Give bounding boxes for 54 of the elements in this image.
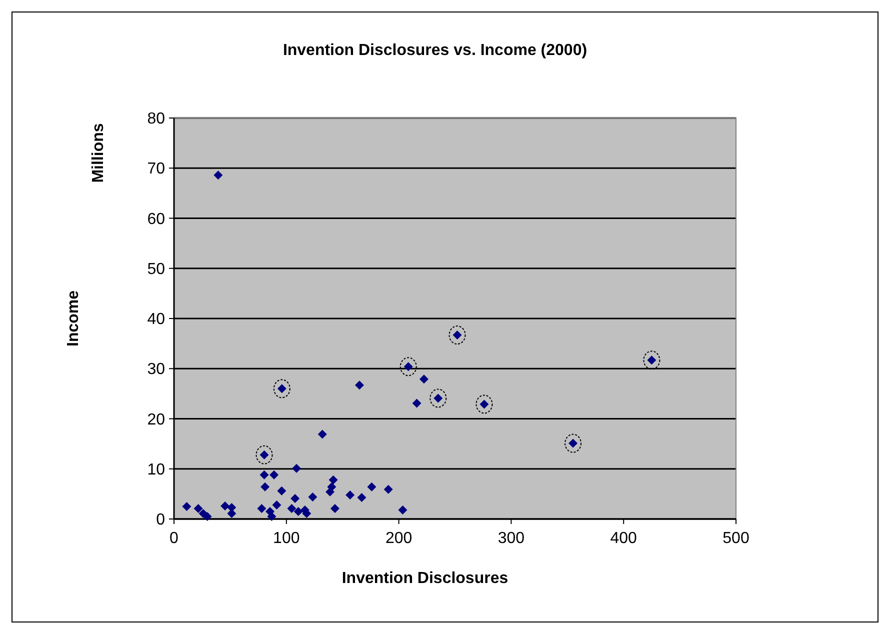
point (214, 170, 223, 180)
y-tick-label: 80 (147, 110, 166, 128)
point (220, 501, 230, 510)
point (272, 500, 282, 510)
y-tick-label: 50 (147, 260, 166, 278)
point (398, 505, 408, 514)
point (273, 379, 290, 398)
point (346, 490, 355, 500)
y-tick-label: 0 (156, 512, 166, 529)
point (182, 502, 192, 511)
chart-title: Invention Disclosures vs. Income (2000) (282, 42, 588, 59)
point (194, 504, 203, 513)
y-tick-label: 70 (147, 160, 166, 178)
x-tick-label: 500 (722, 530, 750, 547)
point (287, 504, 296, 513)
x-tick-label: 0 (170, 530, 179, 547)
y-axis-title: Income (65, 290, 82, 347)
point (290, 494, 300, 503)
point (430, 388, 447, 408)
y-tick-label: 40 (147, 311, 166, 328)
x-axis-title: Invention Disclosures (342, 570, 508, 587)
point (412, 398, 422, 408)
point (260, 482, 270, 492)
point (294, 506, 303, 516)
point (277, 486, 286, 496)
point (476, 394, 493, 414)
point (357, 492, 366, 502)
point (308, 492, 318, 502)
point (257, 504, 266, 513)
text: Millions (90, 123, 107, 183)
point (354, 380, 364, 390)
x-tick-label: 400 (610, 530, 638, 547)
point (384, 484, 393, 494)
point (270, 470, 279, 480)
point (328, 475, 338, 484)
point (330, 504, 340, 513)
point (202, 512, 212, 521)
y-tick-label: 10 (147, 461, 166, 478)
point (256, 445, 273, 464)
point (367, 482, 376, 492)
point (318, 430, 327, 439)
point (292, 464, 302, 473)
point (400, 357, 417, 376)
x-tick-label: 300 (498, 530, 525, 547)
y-tick-label: 20 (147, 411, 166, 428)
point (564, 434, 582, 453)
x-tick-label: 200 (385, 530, 412, 547)
point (643, 350, 660, 370)
y-tick-label: 60 (147, 210, 166, 228)
point (448, 326, 466, 345)
y-tick-label: 30 (147, 361, 166, 378)
point (260, 470, 269, 480)
point (419, 374, 428, 384)
x-tick-label: 100 (273, 530, 300, 547)
